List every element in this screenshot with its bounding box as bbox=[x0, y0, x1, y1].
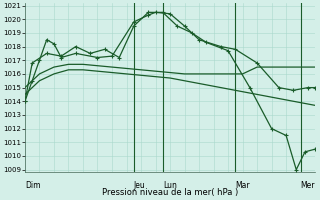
Text: Mar: Mar bbox=[235, 181, 250, 190]
X-axis label: Pression niveau de la mer( hPa ): Pression niveau de la mer( hPa ) bbox=[102, 188, 238, 197]
Text: Dim: Dim bbox=[25, 181, 40, 190]
Text: Jeu: Jeu bbox=[134, 181, 146, 190]
Text: Mer: Mer bbox=[300, 181, 315, 190]
Text: Lun: Lun bbox=[163, 181, 177, 190]
